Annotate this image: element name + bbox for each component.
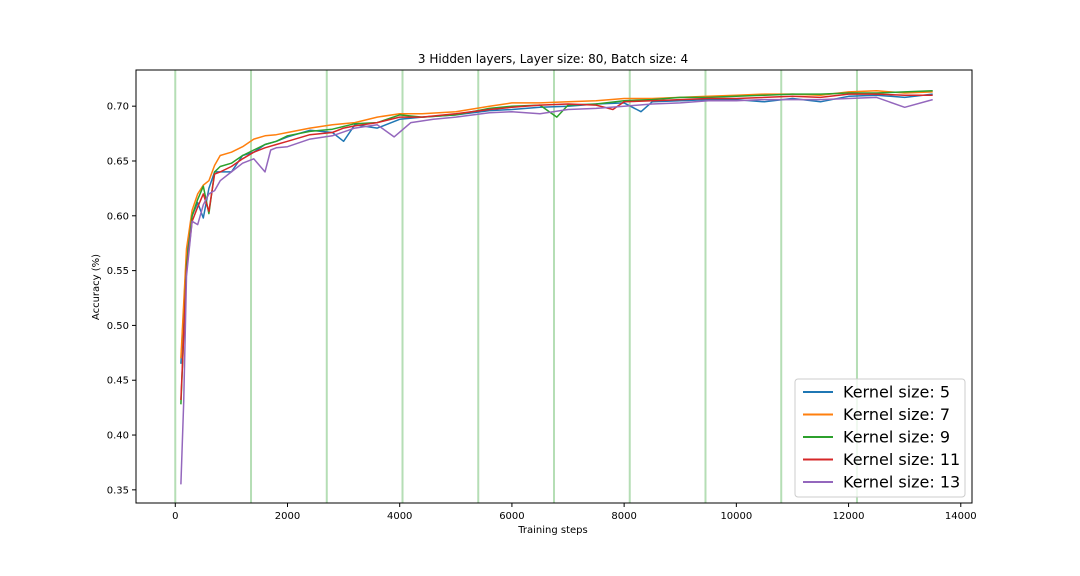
y-tick-label: 0.40 xyxy=(107,431,129,442)
y-axis: 0.35 0.40 0.45 0.50 0.55 0.60 0.65 0.70 xyxy=(107,102,136,496)
x-tick-label: 10000 xyxy=(720,511,752,522)
series-line-5 xyxy=(180,96,933,485)
x-tick-label: 6000 xyxy=(499,511,524,522)
plot-frame xyxy=(135,69,973,504)
legend: Kernel size: 5 Kernel size: 7 Kernel size:… xyxy=(794,378,966,498)
x-tick-label: 0 xyxy=(172,511,178,522)
y-tick-label: 0.55 xyxy=(107,266,129,277)
y-tick-label: 0.70 xyxy=(107,102,129,113)
legend-label-5: Kernel size: 13 xyxy=(843,473,960,492)
legend-label-3: Kernel size: 9 xyxy=(843,428,950,447)
x-tick-label: 8000 xyxy=(611,511,636,522)
x-tick-label: 2000 xyxy=(275,511,300,522)
y-tick-label: 0.45 xyxy=(107,376,129,387)
series-lines xyxy=(180,90,933,485)
legend-label-2: Kernel size: 7 xyxy=(843,405,950,424)
y-tick-label: 0.65 xyxy=(107,156,129,167)
series-line-4 xyxy=(180,93,933,401)
legend-label-1: Kernel size: 5 xyxy=(843,383,950,402)
x-axis: 0 2000 4000 6000 8000 10000 12000 14000 xyxy=(172,503,977,522)
y-tick-label: 0.60 xyxy=(107,211,129,222)
x-tick-label: 12000 xyxy=(833,511,865,522)
y-tick-label: 0.50 xyxy=(107,321,129,332)
y-tick-label: 0.35 xyxy=(107,485,129,496)
series-line-2 xyxy=(180,90,933,359)
chart-title: 3 Hidden layers, Layer size: 80, Batch s… xyxy=(418,52,688,66)
x-axis-title: Training steps xyxy=(517,525,587,536)
legend-box xyxy=(794,378,966,498)
x-tick-label: 14000 xyxy=(945,511,977,522)
legend-label-4: Kernel size: 11 xyxy=(843,450,960,469)
vertical-markers xyxy=(174,70,858,503)
x-tick-label: 4000 xyxy=(387,511,412,522)
y-axis-title: Accuracy (%) xyxy=(91,254,102,320)
